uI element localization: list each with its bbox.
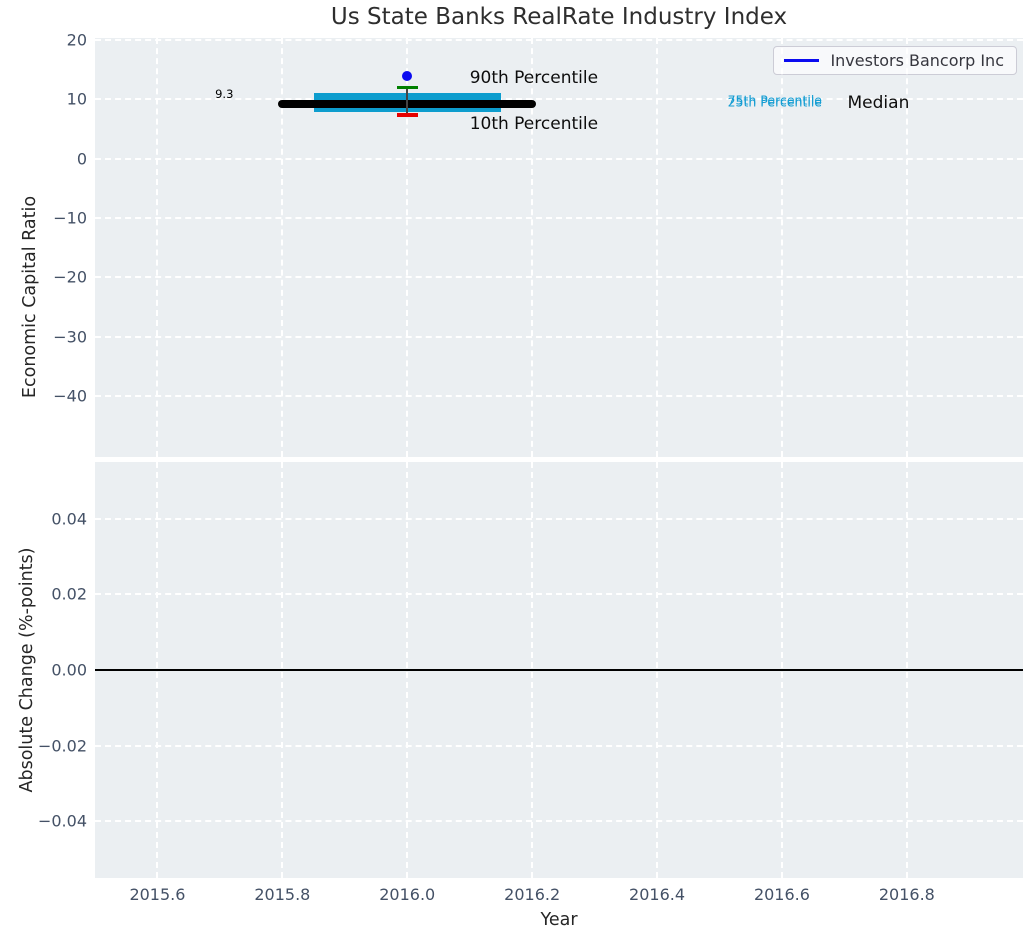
gridline-horizontal [95, 335, 1023, 338]
gridline-vertical [780, 38, 783, 457]
gridline-vertical [406, 38, 409, 457]
gridline-horizontal [95, 216, 1023, 219]
y-tick-label: 0 [76, 149, 87, 169]
y-tick-label: −0.02 [37, 736, 87, 756]
y-tick-label: −40 [53, 386, 87, 406]
bottom-plot-area [95, 462, 1023, 878]
chart-annotation: 75th Percentile [727, 92, 822, 108]
zero-line [95, 669, 1023, 671]
y-tick-label: 0.00 [51, 660, 87, 680]
gridline-vertical [531, 38, 534, 457]
chart-annotation: 25th Percentile [727, 94, 822, 110]
gridline-horizontal [95, 157, 1023, 160]
x-tick-label: 2016.6 [753, 885, 810, 904]
gridline-vertical [905, 38, 908, 457]
gridline-horizontal [95, 98, 1023, 101]
gridline-horizontal [95, 276, 1023, 279]
gridline-vertical [656, 38, 659, 457]
legend-line-swatch [784, 59, 820, 62]
gridline-horizontal [95, 394, 1023, 397]
whisker-line [406, 87, 408, 115]
y-tick-label: −30 [53, 327, 87, 347]
y-tick-label: −10 [53, 208, 87, 228]
y-tick-label: 20 [66, 30, 87, 50]
y-tick-label: 10 [66, 89, 87, 109]
company-data-point [402, 70, 413, 81]
gridline-horizontal [95, 39, 1023, 42]
gridline-horizontal [95, 517, 1023, 520]
p10-cap [396, 113, 418, 117]
legend: Investors Bancorp Inc [773, 46, 1017, 75]
legend-label: Investors Bancorp Inc [830, 51, 1004, 70]
chart-annotation: 90th Percentile [469, 68, 599, 89]
y-tick-label: 0.04 [51, 509, 87, 529]
gridline-horizontal [95, 593, 1023, 596]
p90-cap [396, 85, 418, 90]
chart-title: Us State Banks RealRate Industry Index [330, 4, 788, 30]
x-tick-label: 2016.4 [629, 885, 686, 904]
y-tick-label: −0.04 [37, 811, 87, 831]
x-tick-label: 2015.6 [129, 885, 186, 904]
x-tick-label: 2016.0 [379, 885, 436, 904]
y-tick-label: −20 [53, 267, 87, 287]
gridline-horizontal [95, 744, 1023, 747]
chart-annotation: 10th Percentile [469, 113, 599, 134]
x-tick-label: 2016.2 [504, 885, 561, 904]
chart-annotation: 9.3 [215, 87, 234, 102]
top-plot-area: Investors Bancorp Inc 9.3 90th Percentile… [95, 38, 1023, 457]
chart-annotation: Median [847, 92, 910, 113]
x-axis-label: Year [540, 910, 578, 930]
gridline-vertical [156, 38, 159, 457]
x-tick-label: 2016.8 [878, 885, 935, 904]
x-tick-label: 2015.8 [254, 885, 311, 904]
y-tick-label: 0.02 [51, 584, 87, 604]
gridline-horizontal [95, 820, 1023, 823]
gridline-vertical [281, 38, 284, 457]
